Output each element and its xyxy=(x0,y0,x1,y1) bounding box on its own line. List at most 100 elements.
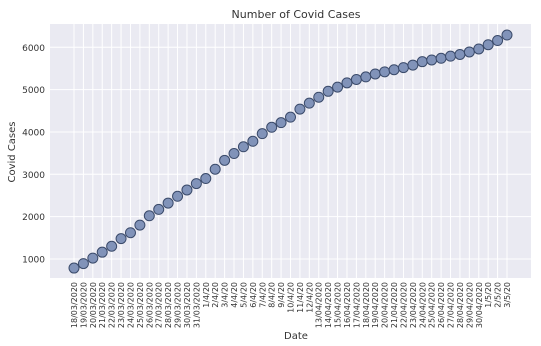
data-point xyxy=(435,52,447,64)
x-tick-labels: 18/03/2020 19/03/2020 20/03/2020 21/03/2020… xyxy=(70,282,512,328)
data-point xyxy=(237,141,249,153)
data-point xyxy=(115,233,127,245)
x-tick-label: 29/04/2020 xyxy=(465,282,474,328)
x-tick-label: 22/03/2020 xyxy=(108,282,117,328)
y-axis-label: Covid Cases xyxy=(7,121,18,182)
data-point xyxy=(162,197,174,209)
x-tick-label: 12/4/20 xyxy=(305,282,314,313)
x-tick-label: 24/04/2020 xyxy=(418,282,427,328)
x-tick-label: 27/03/2020 xyxy=(155,282,164,328)
data-point xyxy=(87,252,99,264)
data-point xyxy=(322,85,334,97)
data-point xyxy=(313,91,325,103)
data-point xyxy=(172,190,184,202)
x-tick-label: 18/03/2020 xyxy=(70,282,79,328)
data-point xyxy=(209,163,221,175)
x-tick-label: 18/04/2020 xyxy=(362,282,371,328)
x-tick-label: 19/04/2020 xyxy=(371,282,380,328)
y-tick-label: 6000 xyxy=(22,44,45,54)
data-point xyxy=(341,77,353,89)
x-tick-label: 3/4/20 xyxy=(221,282,230,308)
data-point xyxy=(294,103,306,115)
x-tick-label: 28/03/2020 xyxy=(164,282,173,328)
x-tick-label: 28/04/2020 xyxy=(456,282,465,328)
x-tick-label: 13/04/2020 xyxy=(315,282,324,328)
x-tick-label: 26/03/2020 xyxy=(145,282,154,328)
x-tick-label: 9/4/20 xyxy=(277,282,286,308)
x-tick-label: 6/4/20 xyxy=(249,282,258,308)
data-point xyxy=(454,48,466,60)
x-tick-label: 1/4/20 xyxy=(202,282,211,308)
x-tick-label: 2/5/20 xyxy=(494,282,503,308)
data-point xyxy=(219,154,231,166)
x-tick-label: 20/04/2020 xyxy=(381,282,390,328)
data-points xyxy=(68,29,513,274)
data-point xyxy=(190,178,202,190)
x-tick-label: 4/4/20 xyxy=(230,282,239,308)
y-tick-label: 3000 xyxy=(22,171,45,181)
data-point xyxy=(360,71,372,83)
data-point xyxy=(181,184,193,196)
data-point xyxy=(473,43,485,55)
x-tick-label: 3/5/20 xyxy=(503,282,512,308)
data-point xyxy=(68,262,80,274)
x-tick-label: 25/04/2020 xyxy=(428,282,437,328)
data-point xyxy=(397,62,409,74)
x-tick-label: 23/03/2020 xyxy=(117,282,126,328)
x-tick-label: 23/04/2020 xyxy=(409,282,418,328)
x-tick-label: 21/04/2020 xyxy=(390,282,399,328)
y-tick-label: 1000 xyxy=(22,255,45,265)
data-point xyxy=(96,246,108,258)
x-tick-label: 26/04/2020 xyxy=(437,282,446,328)
x-tick-label: 1/5/20 xyxy=(484,282,493,308)
x-tick-label: 29/03/2020 xyxy=(174,282,183,328)
x-tick-label: 20/03/2020 xyxy=(89,282,98,328)
data-point xyxy=(247,135,259,147)
data-point xyxy=(275,117,287,129)
data-point xyxy=(379,66,391,78)
y-tick-label: 2000 xyxy=(22,213,45,223)
data-point xyxy=(369,68,381,80)
x-tick-label: 17/04/2020 xyxy=(352,282,361,328)
x-tick-label: 25/03/2020 xyxy=(136,282,145,328)
data-point xyxy=(143,210,155,222)
data-point xyxy=(416,56,428,68)
x-tick-label: 22/04/2020 xyxy=(399,282,408,328)
data-point xyxy=(77,258,89,270)
y-tick-label: 5000 xyxy=(22,86,45,96)
x-tick-label: 10/4/20 xyxy=(287,282,296,313)
data-point xyxy=(388,64,400,76)
data-point xyxy=(463,46,475,58)
x-axis-label: Date xyxy=(284,331,308,342)
data-point xyxy=(228,148,240,160)
x-tick-label: 27/04/2020 xyxy=(447,282,456,328)
data-point xyxy=(256,128,268,140)
x-tick-label: 21/03/2020 xyxy=(98,282,107,328)
x-tick-label: 14/04/2020 xyxy=(324,282,333,328)
data-point xyxy=(407,59,419,71)
data-point xyxy=(426,54,438,66)
data-point xyxy=(350,73,362,85)
data-point xyxy=(492,35,504,47)
data-point xyxy=(106,240,118,252)
x-tick-label: 2/4/20 xyxy=(211,282,220,308)
x-tick-label: 16/04/2020 xyxy=(343,282,352,328)
data-point xyxy=(153,203,165,215)
x-tick-label: 5/4/20 xyxy=(239,282,248,308)
x-tick-label: 30/03/2020 xyxy=(183,282,192,328)
x-tick-label: 7/4/20 xyxy=(258,282,267,308)
x-tick-label: 31/03/2020 xyxy=(192,282,201,328)
data-point xyxy=(285,111,296,123)
x-tick-label: 15/04/2020 xyxy=(334,282,343,328)
data-point xyxy=(332,81,344,93)
x-tick-label: 19/03/2020 xyxy=(79,282,88,328)
data-point xyxy=(445,50,457,62)
chart-title: Number of Covid Cases xyxy=(232,8,361,21)
x-tick-label: 30/04/2020 xyxy=(475,282,484,328)
x-tick-label: 24/03/2020 xyxy=(126,282,135,328)
grid xyxy=(50,24,531,278)
x-tick-label: 8/4/20 xyxy=(268,282,277,308)
data-point xyxy=(482,39,494,51)
